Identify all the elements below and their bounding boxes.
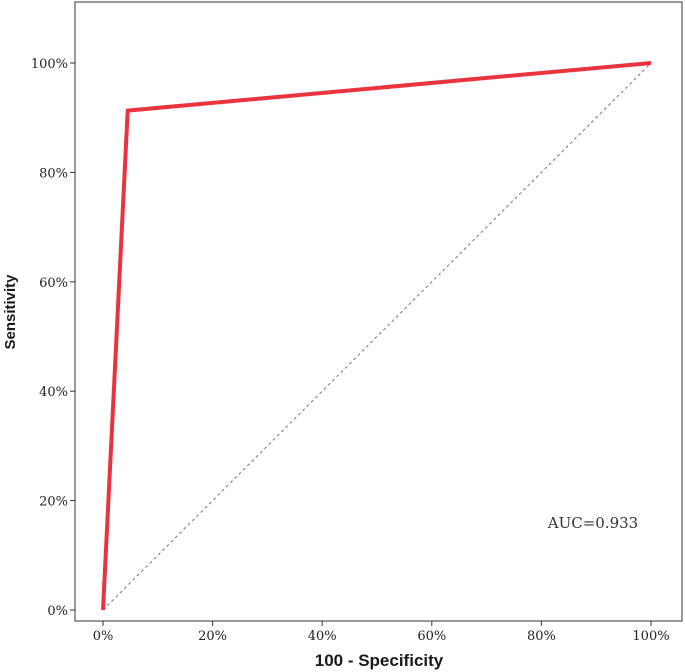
x-tick-label: 0%	[93, 629, 114, 644]
y-tick-label: 0%	[47, 604, 68, 619]
y-tick-label: 60%	[39, 276, 68, 291]
y-axis-title: Sensitivity	[2, 274, 19, 350]
x-tick-label: 40%	[308, 629, 337, 644]
y-axis: 0% 20% 40% 60% 80% 100%	[31, 57, 75, 619]
x-axis: 0% 20% 40% 60% 80% 100%	[93, 621, 670, 644]
x-axis-title: 100 - Specificity	[315, 651, 444, 670]
y-tick-label: 100%	[31, 57, 68, 72]
roc-curve-line	[101, 61, 652, 611]
y-tick-label: 80%	[39, 166, 68, 181]
y-tick-label: 20%	[39, 495, 68, 510]
x-tick-label: 60%	[417, 629, 446, 644]
x-tick-label: 20%	[198, 629, 227, 644]
x-tick-label: 80%	[527, 629, 556, 644]
y-tick-label: 40%	[39, 385, 68, 400]
auc-annotation: AUC=0.933	[547, 514, 638, 532]
x-tick-label: 100%	[632, 629, 669, 644]
series-layer	[101, 61, 652, 611]
